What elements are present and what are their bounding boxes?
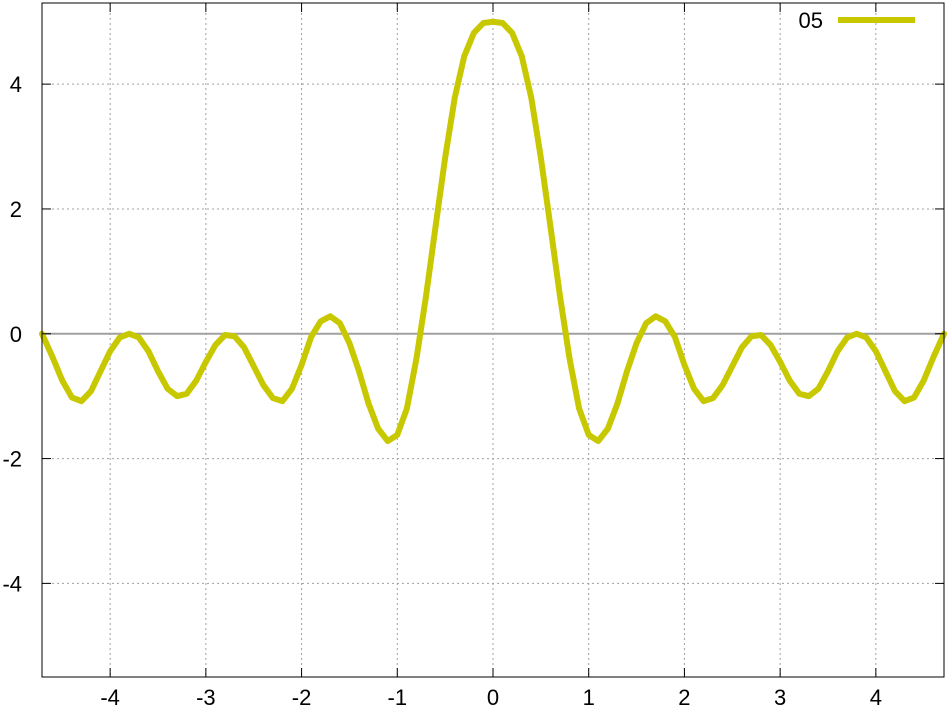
x-tick-label: 1 (583, 685, 595, 710)
x-tick-label: -3 (196, 685, 216, 710)
x-tick-label: 0 (487, 685, 499, 710)
y-tick-label: 2 (10, 197, 22, 222)
x-tick-label: -1 (388, 685, 408, 710)
legend-label-05: 05 (799, 8, 823, 33)
x-tick-label: 3 (774, 685, 786, 710)
x-tick-label: -4 (100, 685, 120, 710)
series-layer (39, 18, 947, 445)
x-tick-label: 4 (870, 685, 882, 710)
y-tick-label: 0 (10, 322, 22, 347)
y-tick-label: -4 (2, 571, 22, 596)
legend: 05 (799, 8, 915, 33)
grid-lines (42, 3, 944, 677)
series-line-05 (39, 18, 947, 445)
y-tick-label: -2 (2, 447, 22, 472)
x-tick-label: 2 (678, 685, 690, 710)
y-tick-label: 4 (10, 72, 22, 97)
x-tick-label: -2 (292, 685, 312, 710)
tick-marks (42, 3, 944, 677)
tick-labels: -4 -3 -2 -1 0 1 2 3 4 -4 -2 0 2 4 (2, 72, 882, 710)
